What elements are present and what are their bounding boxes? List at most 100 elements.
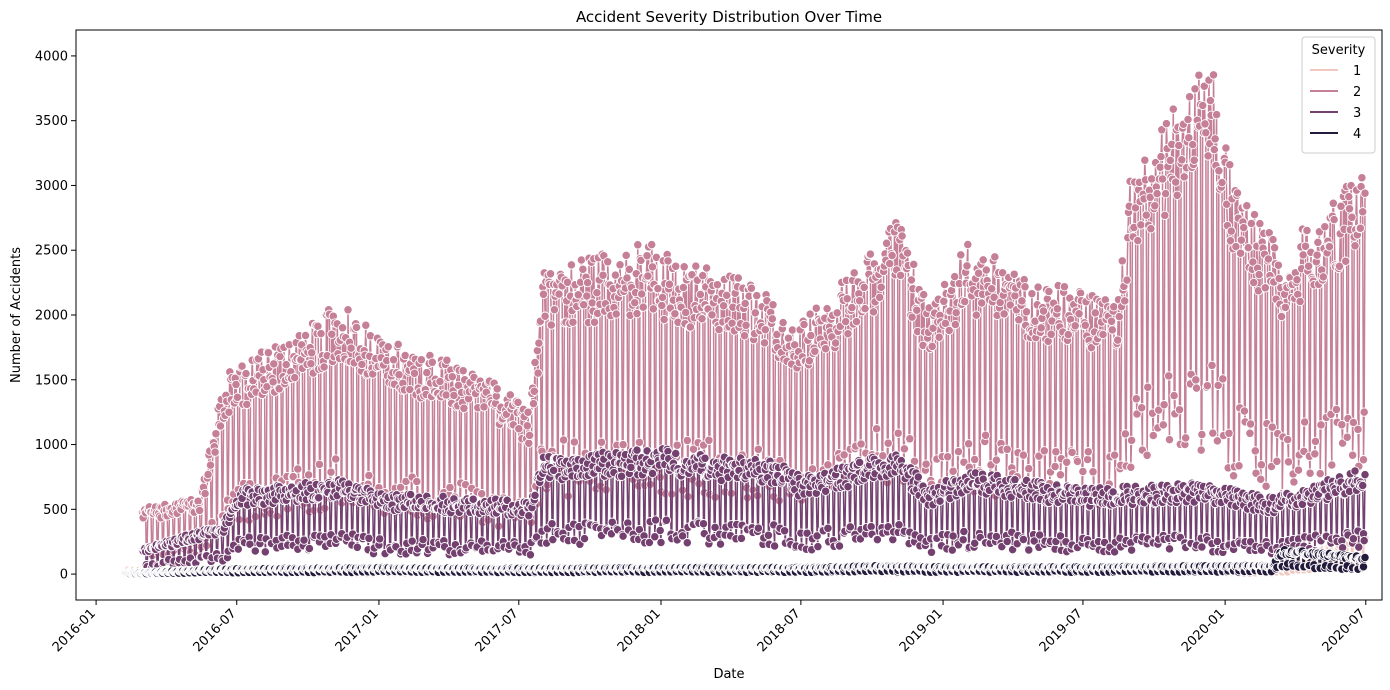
data-point xyxy=(622,273,632,283)
data-point xyxy=(1117,256,1127,266)
data-point xyxy=(1232,188,1243,198)
data-point xyxy=(1183,114,1193,125)
data-point xyxy=(1360,469,1370,480)
data-point xyxy=(352,542,362,552)
data-point xyxy=(849,268,859,278)
data-point xyxy=(269,359,279,369)
data-point xyxy=(820,486,831,496)
data-point xyxy=(1107,325,1117,335)
data-point xyxy=(1331,404,1342,415)
data-point xyxy=(1213,380,1223,391)
data-point xyxy=(596,437,607,447)
data-point xyxy=(1027,289,1037,299)
data-point xyxy=(1157,125,1167,135)
data-point xyxy=(1341,256,1351,266)
data-point xyxy=(783,333,794,343)
data-point xyxy=(1218,374,1228,384)
data-point xyxy=(907,312,917,322)
data-point xyxy=(851,316,862,327)
data-point xyxy=(841,316,851,327)
data-point xyxy=(1272,456,1282,466)
data-point xyxy=(959,526,969,537)
data-point xyxy=(951,308,961,318)
data-point xyxy=(524,511,534,521)
data-point xyxy=(1344,204,1355,214)
data-point xyxy=(700,453,710,463)
data-point xyxy=(739,331,750,341)
data-point xyxy=(1342,432,1352,442)
data-point xyxy=(1327,460,1337,470)
data-point xyxy=(962,261,972,271)
data-point xyxy=(1246,218,1257,229)
data-point xyxy=(1359,407,1369,417)
data-point xyxy=(1293,465,1304,475)
data-point xyxy=(1074,309,1084,319)
data-point xyxy=(893,428,903,438)
data-point xyxy=(659,314,669,325)
data-point xyxy=(1188,139,1198,150)
data-point xyxy=(514,424,524,434)
data-point xyxy=(534,338,544,348)
data-point xyxy=(948,466,958,476)
data-point xyxy=(1242,201,1252,211)
data-point xyxy=(895,270,906,281)
data-point xyxy=(650,515,661,525)
data-point xyxy=(1274,273,1284,284)
data-point xyxy=(989,292,999,302)
data-point xyxy=(525,550,536,560)
data-point xyxy=(331,454,341,464)
data-point xyxy=(1347,212,1357,222)
data-point xyxy=(300,330,311,341)
data-point xyxy=(953,446,964,457)
data-point xyxy=(576,255,587,265)
data-point xyxy=(293,464,303,474)
data-point xyxy=(299,535,309,545)
data-point xyxy=(232,392,243,402)
data-point xyxy=(885,258,895,269)
data-point xyxy=(657,292,668,303)
data-point xyxy=(681,307,691,318)
data-point xyxy=(1207,360,1217,371)
data-point xyxy=(538,289,549,299)
data-point xyxy=(682,435,692,446)
data-point xyxy=(1347,450,1358,460)
data-point xyxy=(671,261,681,271)
data-point xyxy=(1225,160,1235,170)
data-point xyxy=(926,547,937,557)
data-point xyxy=(813,541,823,552)
data-point xyxy=(956,250,966,260)
data-point xyxy=(549,305,560,315)
data-point xyxy=(1212,436,1223,446)
data-point xyxy=(1154,405,1164,415)
data-point xyxy=(1157,174,1168,184)
data-point xyxy=(822,303,832,314)
data-point xyxy=(211,429,221,439)
data-point xyxy=(522,421,532,431)
data-point xyxy=(1171,177,1181,187)
data-point xyxy=(1197,429,1207,440)
data-point xyxy=(897,231,907,241)
data-point xyxy=(233,544,243,554)
data-point xyxy=(632,308,642,319)
data-point xyxy=(934,332,944,342)
data-point xyxy=(1209,144,1219,155)
data-point xyxy=(701,263,712,273)
data-point xyxy=(418,534,428,545)
data-point xyxy=(1179,172,1189,182)
data-point xyxy=(524,438,534,448)
data-point xyxy=(655,525,665,536)
data-point xyxy=(1256,460,1267,470)
data-point xyxy=(1050,461,1060,472)
data-point xyxy=(981,265,991,275)
data-point xyxy=(1189,155,1199,165)
data-point xyxy=(1033,282,1043,292)
data-point xyxy=(1200,119,1210,129)
data-point xyxy=(1292,275,1302,285)
data-point xyxy=(203,469,213,480)
data-point xyxy=(1191,383,1202,393)
data-point xyxy=(1086,342,1097,353)
data-point xyxy=(823,523,833,533)
data-point xyxy=(1078,466,1088,477)
data-point xyxy=(1300,417,1310,427)
data-point xyxy=(1226,226,1236,236)
